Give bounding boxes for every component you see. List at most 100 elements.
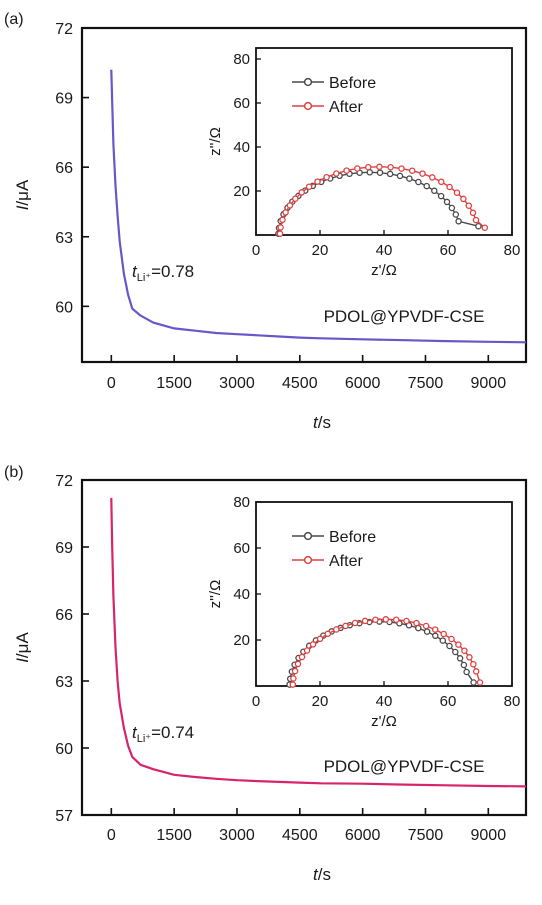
inset-x-tick-label: 0 bbox=[252, 693, 260, 710]
impedance-point bbox=[396, 172, 404, 180]
impedance-point bbox=[470, 679, 477, 686]
impedance-point bbox=[282, 209, 289, 216]
impedance-point bbox=[422, 622, 430, 630]
impedance-point bbox=[392, 616, 400, 623]
legend-marker bbox=[303, 77, 313, 87]
inset-y-tick-label: 20 bbox=[233, 183, 250, 200]
inset-x-tick-label: 0 bbox=[252, 242, 260, 259]
x-tick-label: 0 bbox=[107, 375, 116, 392]
impedance-point bbox=[292, 195, 299, 202]
impedance-point bbox=[460, 661, 468, 669]
panel-label: (b) bbox=[4, 464, 24, 481]
x-tick-label: 4500 bbox=[282, 827, 318, 844]
y-axis-label: I/μA bbox=[13, 632, 32, 663]
impedance-point bbox=[398, 165, 405, 172]
transference-number-label: tLi⁺=0.74 bbox=[132, 723, 194, 745]
impedance-point bbox=[448, 204, 456, 212]
current-decay-line bbox=[110, 69, 527, 344]
x-axis-var: t bbox=[313, 865, 319, 884]
impedance-point bbox=[376, 169, 384, 176]
impedance-point bbox=[408, 167, 416, 174]
y-tick-label: 69 bbox=[55, 91, 73, 108]
impedance-point bbox=[419, 170, 426, 177]
impedance-point bbox=[366, 169, 374, 176]
impedance-point bbox=[431, 626, 439, 633]
transference-number-label: tLi⁺=0.78 bbox=[132, 262, 194, 284]
impedance-point bbox=[438, 178, 445, 186]
x-tick-label: 6000 bbox=[345, 375, 381, 392]
inset-chart: 20 40 60 80 0 20 40 60 80 z'/Ω z''/Ω Before After bbox=[207, 47, 520, 279]
impedance-point bbox=[382, 616, 390, 623]
impedance-point bbox=[466, 654, 473, 661]
impedance-point bbox=[333, 170, 340, 177]
impedance-point bbox=[446, 642, 453, 650]
impedance-point bbox=[303, 647, 311, 654]
plot-frame bbox=[80, 478, 528, 817]
x-tick-label: 9000 bbox=[471, 375, 507, 392]
inset-y-tick-label: 60 bbox=[233, 95, 250, 112]
impedance-point bbox=[476, 679, 484, 686]
inset-y-tick-label: 80 bbox=[233, 494, 250, 511]
y-axis-var: I bbox=[13, 205, 32, 210]
x-axis-label: t/s bbox=[313, 865, 331, 884]
impedance-point bbox=[291, 667, 299, 675]
impedance-point bbox=[294, 660, 302, 668]
impedance-point bbox=[305, 183, 313, 190]
impedance-point bbox=[456, 655, 464, 662]
impedance-point bbox=[423, 628, 431, 635]
t-symbol: t bbox=[132, 723, 138, 742]
y-tick-label: 63 bbox=[55, 674, 73, 691]
legend-label: Before bbox=[329, 529, 376, 546]
impedance-point bbox=[463, 668, 470, 676]
inset-y-tick-label: 60 bbox=[233, 540, 250, 557]
x-tick-label: 3000 bbox=[219, 375, 255, 392]
impedance-point bbox=[309, 641, 317, 648]
x-axis-label: t/s bbox=[313, 413, 331, 432]
y-tick-label: 66 bbox=[55, 607, 73, 624]
impedance-point bbox=[455, 641, 462, 648]
impedance-point bbox=[413, 619, 420, 627]
y-tick-label: 66 bbox=[55, 160, 73, 177]
impedance-point bbox=[342, 622, 349, 630]
x-tick-label: 4500 bbox=[282, 375, 318, 392]
impedance-point bbox=[452, 648, 459, 656]
impedance-point bbox=[403, 617, 410, 625]
impedance-point bbox=[354, 165, 361, 172]
impedance-point bbox=[343, 167, 350, 174]
legend-label: Before bbox=[329, 75, 376, 92]
inset-x-tick-label: 20 bbox=[312, 242, 329, 259]
panel-label: (a) bbox=[4, 11, 24, 28]
impedance-point bbox=[472, 668, 480, 675]
y-tick-label: 57 bbox=[55, 808, 73, 825]
inset-x-tick-label: 40 bbox=[376, 242, 393, 259]
inset-x-tick-label: 60 bbox=[440, 242, 457, 259]
inset-x-tick-label: 40 bbox=[376, 693, 393, 710]
impedance-point bbox=[481, 224, 489, 231]
impedance-point bbox=[316, 635, 324, 643]
x-tick-label: 7500 bbox=[408, 375, 444, 392]
x-tick-label: 0 bbox=[107, 827, 116, 844]
y-axis-var: I bbox=[13, 658, 32, 663]
inset-frame bbox=[255, 47, 513, 236]
inset-x-axis-label: z'/Ω bbox=[371, 262, 397, 279]
impedance-point bbox=[469, 209, 477, 217]
y-tick-label: 72 bbox=[55, 473, 73, 490]
inset-x-tick-label: 60 bbox=[440, 693, 457, 710]
x-tick-label: 6000 bbox=[345, 827, 381, 844]
plot-frame bbox=[80, 26, 528, 364]
impedance-point bbox=[448, 635, 455, 643]
impedance-point bbox=[361, 617, 369, 625]
inset-frame bbox=[255, 501, 513, 687]
x-tick-label: 1500 bbox=[156, 827, 192, 844]
y-axis-label: I/μA bbox=[13, 179, 32, 210]
impedance-line-after bbox=[292, 618, 481, 685]
impedance-point bbox=[289, 681, 297, 688]
y-tick-label: 72 bbox=[55, 21, 73, 38]
legend-marker bbox=[303, 101, 313, 111]
impedance-point bbox=[372, 616, 379, 623]
impedance-point bbox=[290, 675, 297, 682]
inset-y-axis-label: z''/Ω bbox=[207, 580, 224, 609]
impedance-point bbox=[465, 202, 473, 209]
impedance-point bbox=[323, 173, 330, 181]
